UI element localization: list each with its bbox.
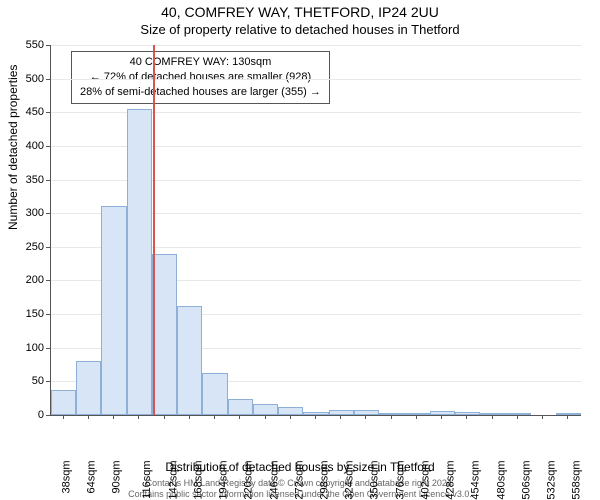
y-tick-mark xyxy=(46,112,50,113)
page-title: 40, COMFREY WAY, THETFORD, IP24 2UU xyxy=(0,4,600,20)
x-tick-mark xyxy=(265,415,266,419)
x-tick-mark xyxy=(290,415,291,419)
chart-subtitle: Size of property relative to detached ho… xyxy=(0,22,600,37)
x-tick-mark xyxy=(340,415,341,419)
histogram-bar xyxy=(177,306,202,415)
y-tick-mark xyxy=(46,45,50,46)
info-line-smaller: ← 72% of detached houses are smaller (92… xyxy=(80,70,321,85)
x-tick-mark xyxy=(315,415,316,419)
y-tick-mark xyxy=(46,280,50,281)
x-tick-mark xyxy=(466,415,467,419)
histogram-bar xyxy=(101,206,126,415)
x-tick-mark xyxy=(567,415,568,419)
x-tick-mark xyxy=(113,415,114,419)
x-tick-mark xyxy=(391,415,392,419)
y-tick-mark xyxy=(46,381,50,382)
x-tick-mark xyxy=(441,415,442,419)
y-tick-label: 150 xyxy=(0,308,48,320)
x-tick-mark xyxy=(416,415,417,419)
x-tick-mark xyxy=(88,415,89,419)
x-tick-mark xyxy=(138,415,139,419)
histogram-bar xyxy=(480,413,505,415)
histogram-bar xyxy=(228,399,253,415)
property-marker-line xyxy=(153,45,155,415)
y-tick-mark xyxy=(46,180,50,181)
y-tick-label: 100 xyxy=(0,342,48,354)
y-tick-mark xyxy=(46,146,50,147)
y-tick-mark xyxy=(46,314,50,315)
y-tick-label: 500 xyxy=(0,73,48,85)
plot-area: 40 COMFREY WAY: 130sqm ← 72% of detached… xyxy=(50,45,581,416)
y-tick-label: 400 xyxy=(0,140,48,152)
y-tick-mark xyxy=(46,79,50,80)
histogram-bar xyxy=(253,404,278,415)
y-tick-mark xyxy=(46,415,50,416)
histogram-bar xyxy=(127,109,152,415)
y-tick-mark xyxy=(46,348,50,349)
histogram-bar xyxy=(202,373,227,415)
y-tick-label: 0 xyxy=(0,409,48,421)
y-tick-label: 550 xyxy=(0,39,48,51)
y-tick-label: 250 xyxy=(0,241,48,253)
y-tick-label: 450 xyxy=(0,106,48,118)
histogram-bar xyxy=(505,413,530,415)
y-tick-label: 300 xyxy=(0,207,48,219)
y-tick-label: 350 xyxy=(0,174,48,186)
x-tick-mark xyxy=(214,415,215,419)
y-tick-mark xyxy=(46,247,50,248)
x-tick-mark xyxy=(164,415,165,419)
histogram-bar xyxy=(278,407,303,415)
x-tick-mark xyxy=(189,415,190,419)
x-tick-mark xyxy=(365,415,366,419)
x-tick-mark xyxy=(239,415,240,419)
histogram-bar xyxy=(76,361,101,415)
info-line-property: 40 COMFREY WAY: 130sqm xyxy=(80,55,321,70)
grid-line xyxy=(51,79,581,80)
x-tick-mark xyxy=(542,415,543,419)
info-line-larger: 28% of semi-detached houses are larger (… xyxy=(80,85,321,100)
y-tick-mark xyxy=(46,213,50,214)
x-tick-mark xyxy=(517,415,518,419)
x-tick-mark xyxy=(63,415,64,419)
histogram-bar xyxy=(379,413,404,415)
histogram-bar xyxy=(152,254,177,415)
histogram-bar xyxy=(51,390,76,415)
grid-line xyxy=(51,45,581,46)
x-tick-label: 558sqm xyxy=(571,461,600,500)
property-info-box: 40 COMFREY WAY: 130sqm ← 72% of detached… xyxy=(71,51,330,104)
histogram-bar xyxy=(404,413,429,415)
y-tick-label: 200 xyxy=(0,274,48,286)
y-tick-label: 50 xyxy=(0,375,48,387)
x-tick-mark xyxy=(492,415,493,419)
